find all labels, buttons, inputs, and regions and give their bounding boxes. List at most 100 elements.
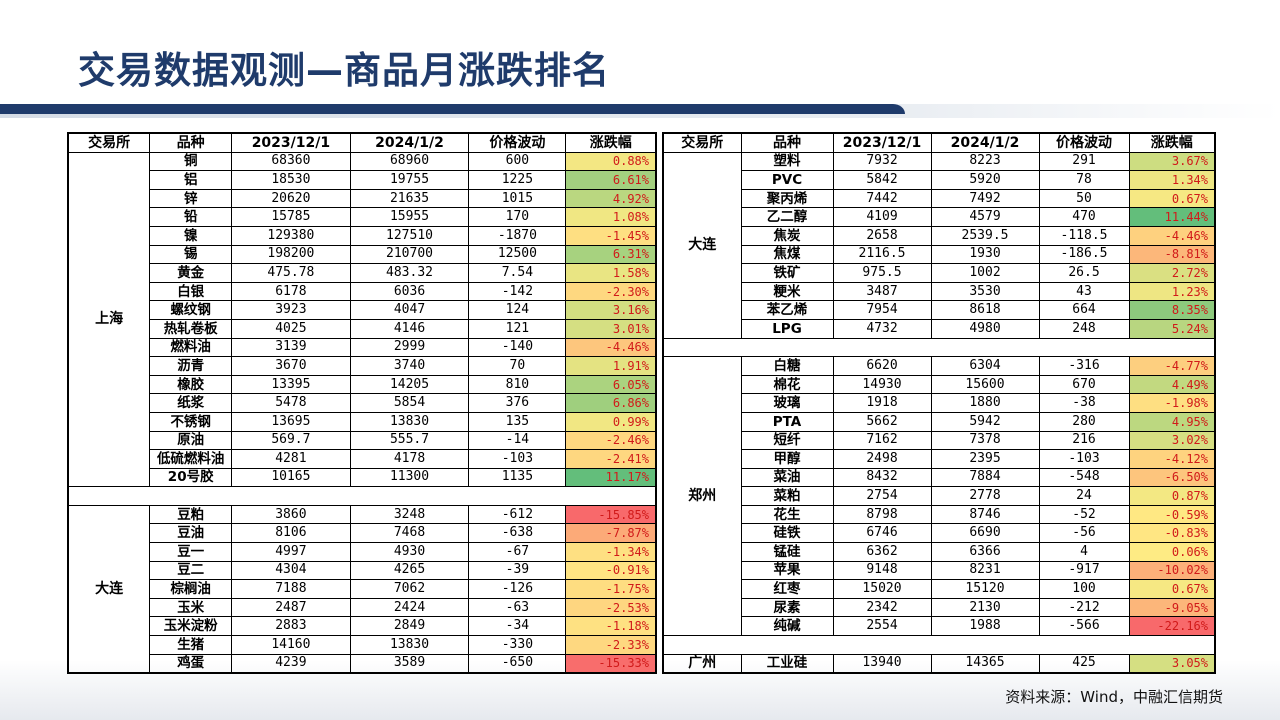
price-change-cell: -638	[468, 523, 567, 544]
variety-cell: 红枣	[740, 579, 834, 599]
price-change-cell: -34	[468, 616, 567, 637]
table-row: 尿素 2342 2130 -212 -9.05%	[663, 597, 1216, 618]
end-price-cell: 8746	[930, 504, 1040, 525]
group-separator-row	[662, 337, 1216, 358]
table-row: 锰硅 6362 6366 4 0.06%	[663, 542, 1216, 562]
start-price-cell: 6362	[832, 542, 932, 562]
pct-change-cell: -2.41%	[565, 449, 657, 469]
start-price-cell: 2116.5	[832, 244, 932, 265]
price-change-cell: 600	[468, 151, 567, 172]
end-price-cell: 5942	[930, 411, 1040, 432]
table-row: 硅铁 6746 6690 -56 -0.83%	[663, 523, 1216, 544]
header-stripe	[0, 104, 905, 114]
end-price-cell: 14205	[349, 374, 470, 395]
start-price-cell: 2658	[832, 225, 932, 246]
table-row: 聚丙烯 7442 7492 50 0.67%	[663, 188, 1216, 209]
variety-cell: 铅	[149, 207, 233, 227]
table-row: 大连 豆粕 3860 3248 -612 -15.85%	[67, 504, 657, 674]
exchange-cell: 广州	[662, 653, 742, 674]
pct-change-cell: -4.46%	[565, 337, 657, 358]
start-price-cell: 7188	[231, 579, 351, 599]
price-change-cell: -330	[468, 635, 567, 655]
end-price-cell: 5920	[930, 170, 1040, 190]
price-change-cell: 470	[1038, 207, 1130, 227]
exchange-cell: 大连	[67, 504, 151, 674]
exchange-cell: 郑州	[662, 356, 742, 637]
end-price-cell: 3248	[349, 504, 470, 525]
price-change-cell: -56	[1038, 523, 1130, 544]
table-row: 低硫燃料油 4281 4178 -103 -2.41%	[68, 449, 657, 469]
variety-cell: 焦炭	[740, 225, 834, 246]
pct-change-cell: -1.98%	[1128, 393, 1216, 413]
pct-change-cell: 4.49%	[1128, 374, 1216, 395]
price-change-cell: 425	[1038, 653, 1130, 674]
end-price-cell: 2424	[349, 597, 470, 618]
price-change-cell: -126	[468, 579, 567, 599]
start-price-cell: 14160	[231, 635, 351, 655]
end-price-cell: 5854	[349, 393, 470, 413]
table-row: 上海铜 68360 68960 600 0.88%	[67, 151, 657, 488]
start-price-cell: 2498	[832, 449, 932, 469]
variety-cell: 苯乙烯	[740, 300, 834, 320]
start-price-cell: 475.78	[231, 263, 351, 283]
table-row: 短纤 7162 7378 216 3.02%	[663, 430, 1216, 451]
pct-change-cell: -9.05%	[1128, 597, 1216, 618]
table-row: LPG 4732 4980 248 5.24%	[663, 318, 1216, 339]
start-price-cell: 2883	[231, 616, 351, 637]
end-price-cell: 15955	[349, 207, 470, 227]
price-change-cell: 1015	[468, 188, 567, 209]
variety-cell: 菜粕	[740, 486, 834, 506]
header-exchange: 交易所	[662, 132, 742, 153]
pct-change-cell: -1.34%	[565, 542, 657, 562]
end-price-cell: 4146	[349, 318, 470, 339]
price-change-cell: 26.5	[1038, 263, 1130, 283]
exchange-cell: 上海	[67, 151, 151, 488]
end-price-cell: 8231	[930, 560, 1040, 581]
start-price-cell: 4732	[832, 318, 932, 339]
pct-change-cell: -2.30%	[565, 281, 657, 302]
pct-change-cell: 3.02%	[1128, 430, 1216, 451]
pct-change-cell: 8.35%	[1128, 300, 1216, 320]
table-row: 纯碱 2554 1988 -566 -22.16%	[663, 616, 1216, 637]
start-price-cell: 8798	[832, 504, 932, 525]
pct-change-cell: 3.01%	[565, 318, 657, 339]
end-price-cell: 15600	[930, 374, 1040, 395]
variety-cell: 粳米	[740, 281, 834, 302]
price-change-cell: -63	[468, 597, 567, 618]
table-row: 玉米 2487 2424 -63 -2.53%	[68, 597, 657, 618]
price-change-cell: 670	[1038, 374, 1130, 395]
variety-cell: 乙二醇	[740, 207, 834, 227]
variety-cell: 棕榈油	[149, 579, 233, 599]
start-price-cell: 4239	[231, 653, 351, 674]
table-row: PTA 5662 5942 280 4.95%	[663, 411, 1216, 432]
pct-change-cell: 6.31%	[565, 244, 657, 265]
end-price-cell: 4930	[349, 542, 470, 562]
start-price-cell: 2487	[231, 597, 351, 618]
end-price-cell: 15120	[930, 579, 1040, 599]
end-price-cell: 3589	[349, 653, 470, 674]
end-price-cell: 2130	[930, 597, 1040, 618]
pct-change-cell: -2.53%	[565, 597, 657, 618]
price-change-cell: 100	[1038, 579, 1130, 599]
pct-change-cell: -0.83%	[1128, 523, 1216, 544]
table-row: 黄金 475.78 483.32 7.54 1.58%	[68, 263, 657, 283]
end-price-cell: 7884	[930, 467, 1040, 488]
start-price-cell: 7442	[832, 188, 932, 209]
end-price-cell: 2778	[930, 486, 1040, 506]
variety-cell: 玉米淀粉	[149, 616, 233, 637]
end-price-cell: 8618	[930, 300, 1040, 320]
table-row: 大连 塑料 7932 8223 291 3.67%	[662, 151, 1216, 339]
end-price-cell: 7062	[349, 579, 470, 599]
pct-change-cell: 0.87%	[1128, 486, 1216, 506]
variety-cell: 焦煤	[740, 244, 834, 265]
price-change-cell: 170	[468, 207, 567, 227]
price-change-cell: -548	[1038, 467, 1130, 488]
table-row: 生猪 14160 13830 -330 -2.33%	[68, 635, 657, 655]
variety-cell: 不锈钢	[149, 411, 233, 432]
variety-cell: 原油	[149, 430, 233, 451]
variety-cell: 铜	[149, 151, 233, 172]
start-price-cell: 2554	[832, 616, 932, 637]
pct-change-cell: -0.91%	[565, 560, 657, 581]
table-row: 铅 15785 15955 170 1.08%	[68, 207, 657, 227]
end-price-cell: 4178	[349, 449, 470, 469]
